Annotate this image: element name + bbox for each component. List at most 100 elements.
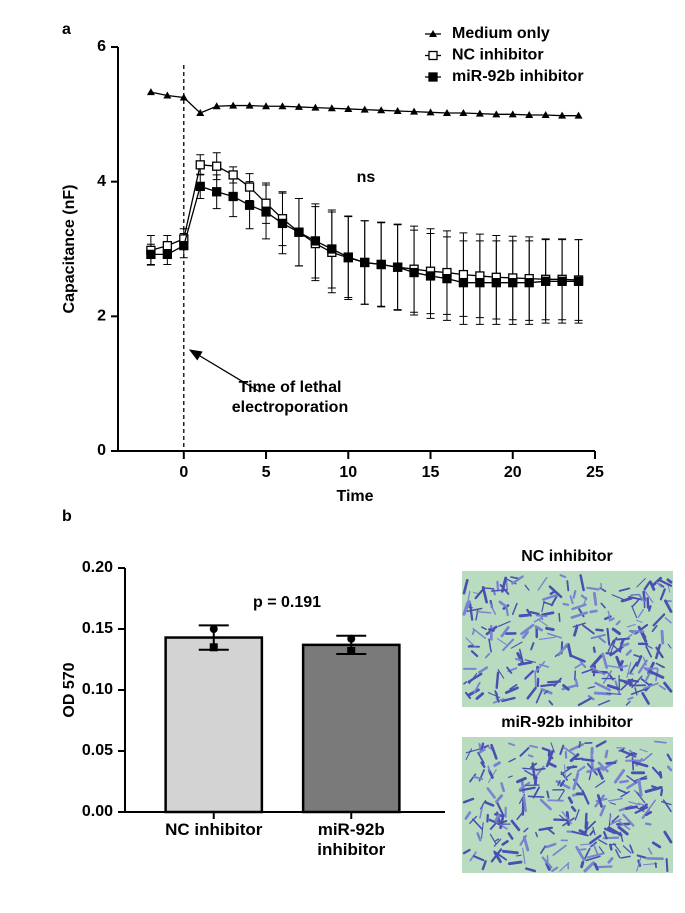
cell (630, 631, 637, 635)
data-point (425, 271, 436, 281)
data-point (262, 102, 271, 110)
cell (518, 781, 531, 791)
cell (621, 642, 630, 648)
cell (659, 588, 666, 601)
cell (518, 648, 524, 663)
cell (569, 595, 574, 605)
cell (585, 855, 601, 862)
data-point (162, 249, 172, 260)
data-point (525, 111, 534, 119)
cell (545, 862, 551, 871)
cell (472, 775, 484, 781)
cell (645, 645, 653, 658)
cell (589, 834, 602, 845)
cell (493, 850, 507, 861)
cell (510, 819, 521, 832)
y-tick-label: 4 (97, 173, 106, 190)
data-point (393, 106, 402, 114)
cell (470, 650, 479, 658)
cell (526, 686, 537, 700)
cell (620, 790, 631, 798)
cell (618, 820, 631, 831)
cell (620, 855, 631, 859)
data-point (228, 191, 238, 202)
y-tick-label: 6 (97, 38, 106, 55)
cell (577, 697, 592, 707)
cell (462, 797, 475, 804)
data-point (475, 278, 485, 288)
cell (519, 834, 527, 846)
cell (532, 786, 540, 799)
cell (619, 831, 624, 843)
data-point (557, 276, 567, 286)
cell (500, 782, 505, 792)
data-point (311, 103, 320, 111)
cell (563, 764, 567, 781)
legend-label: NC inhibitor (452, 47, 544, 64)
cell (627, 678, 639, 683)
cell (596, 794, 603, 808)
data-point (573, 276, 584, 286)
data-point (228, 170, 238, 180)
x-axis-title: Time (336, 488, 373, 505)
data-point (294, 227, 304, 237)
cell (638, 593, 645, 602)
cell (467, 590, 471, 603)
cell (535, 831, 539, 838)
cell (558, 814, 570, 824)
cell (660, 788, 664, 797)
cell (507, 860, 523, 866)
cell (620, 596, 633, 603)
data-point (327, 244, 337, 254)
cell (545, 626, 555, 632)
cell (606, 684, 620, 691)
cell (598, 636, 607, 644)
cell (524, 659, 537, 663)
cell (633, 654, 642, 658)
cell (550, 742, 555, 753)
y-axis-title: OD 570 (61, 662, 78, 717)
y-tick-label: 0 (97, 442, 106, 459)
cell (655, 646, 664, 659)
data-point (277, 218, 288, 229)
cell (562, 684, 570, 691)
cell (613, 769, 626, 784)
cell (583, 847, 591, 861)
cell (565, 772, 572, 779)
cell (658, 684, 666, 691)
cell (514, 657, 523, 662)
annotation: ns (357, 169, 376, 186)
y-tick-label: 0.05 (82, 742, 113, 759)
cell (562, 602, 570, 606)
data-point (524, 278, 534, 288)
cell (506, 666, 513, 674)
cell (541, 600, 545, 613)
cell (476, 832, 482, 842)
cell (550, 595, 558, 607)
cell (665, 858, 669, 873)
cell (546, 790, 550, 799)
data-point (212, 102, 221, 110)
cell (494, 838, 500, 843)
cell (488, 628, 495, 632)
data-point (558, 111, 567, 119)
cell (604, 749, 609, 759)
cell (558, 612, 561, 622)
cell (580, 594, 588, 601)
y-tick-label: 0.10 (82, 681, 113, 698)
legend-marker (428, 50, 438, 61)
cell (603, 831, 608, 840)
cell (493, 761, 501, 767)
cell (569, 654, 586, 663)
cell (579, 574, 585, 592)
cell (595, 628, 604, 632)
cell (472, 855, 485, 862)
annotation-arrow (188, 349, 261, 393)
cell (462, 600, 472, 616)
cell (575, 845, 586, 861)
cell (639, 803, 648, 810)
cell (653, 740, 667, 744)
data-point (392, 262, 403, 272)
legend-label: miR-92b inhibitor (452, 68, 584, 85)
data-point (195, 160, 205, 170)
